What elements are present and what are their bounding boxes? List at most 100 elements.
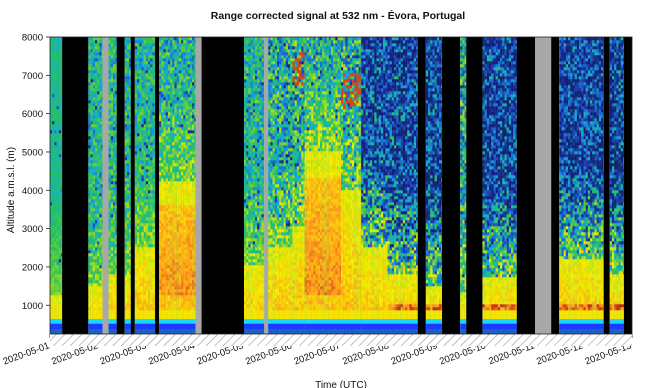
near-surface-band (244, 319, 265, 324)
y-tick-label: 1000 (22, 301, 43, 312)
near-surface-band (387, 319, 418, 324)
near-surface-band (304, 319, 341, 324)
segment-no_data (551, 37, 560, 334)
near-surface-band (425, 319, 443, 324)
y-tick-label: 3000 (22, 224, 43, 235)
segment-data (482, 37, 517, 334)
surface-band (88, 323, 103, 330)
segment-no_data (516, 37, 535, 334)
no-data-block (516, 37, 535, 334)
y-tick-label: 7000 (22, 71, 43, 82)
y-tick-label: 2000 (22, 262, 43, 273)
segment-no_data (603, 37, 610, 334)
gap-block (535, 37, 552, 334)
segment-data (292, 37, 305, 334)
segment-no_data (62, 37, 89, 334)
surface-band (304, 323, 341, 330)
segment-data (88, 37, 103, 334)
gap-block (102, 37, 109, 334)
no-data-block (116, 37, 125, 334)
segment-data (50, 37, 63, 334)
segment-data (268, 37, 293, 334)
segment-data (460, 37, 467, 334)
segment-data (304, 37, 341, 334)
no-data-block (442, 37, 461, 334)
near-surface-band (88, 319, 103, 324)
segment-no_data (417, 37, 426, 334)
surface-band (108, 323, 117, 330)
surface-band (50, 323, 63, 330)
surface-band (159, 323, 196, 330)
y-tick-label: 5000 (22, 147, 43, 158)
x-axis-label: Time (UTC) (315, 380, 367, 388)
segment-data (609, 37, 624, 334)
surface-band (134, 323, 156, 330)
surface-band (387, 323, 418, 330)
segment-data (159, 37, 196, 334)
segment-data (108, 37, 117, 334)
segment-no_data (130, 37, 135, 334)
segment-data (425, 37, 443, 334)
no-data-block (551, 37, 560, 334)
segment-no_data (201, 37, 244, 334)
no-data-block (201, 37, 244, 334)
near-surface-band (482, 319, 517, 324)
surface-band (292, 323, 305, 330)
no-data-block (417, 37, 426, 334)
near-surface-band (108, 319, 117, 324)
segment-data (341, 37, 362, 334)
segment-gap (195, 37, 202, 334)
no-data-block (623, 37, 632, 334)
no-data-block (130, 37, 135, 334)
near-surface-band (50, 319, 63, 324)
near-surface-band (609, 319, 624, 324)
segment-no_data (466, 37, 483, 334)
chart-title: Range corrected signal at 532 nm - Évora… (211, 9, 465, 22)
segment-data (244, 37, 265, 334)
surface-band (425, 323, 443, 330)
segment-data (387, 37, 418, 334)
segment-no_data (116, 37, 125, 334)
near-surface-band (134, 319, 156, 324)
below-range-hatch (50, 334, 632, 346)
segment-gap (102, 37, 109, 334)
y-tick-label: 4000 (22, 186, 43, 197)
y-axis: 1000 2000 3000 4000 5000 6000 7000 8000 (22, 33, 50, 312)
plot-area (50, 37, 632, 334)
surface-band (482, 323, 517, 330)
segment-data (559, 37, 604, 334)
surface-band (609, 323, 624, 330)
near-surface-band (124, 319, 131, 324)
y-axis-label: Altitude a.m.s.l. (m) (6, 147, 17, 233)
surface-band (361, 323, 388, 330)
segment-no_data (442, 37, 461, 334)
plot-frame (49, 36, 633, 335)
y-tick-label: 6000 (22, 109, 43, 120)
segment-gap (264, 37, 269, 334)
surface-band (124, 323, 131, 330)
x-tick-label: 2020-05-01 (2, 340, 51, 367)
surface-band (244, 323, 265, 330)
near-surface-band (159, 319, 196, 324)
near-surface-band (460, 319, 467, 324)
segment-data (134, 37, 156, 334)
near-surface-band (268, 319, 293, 324)
near-surface-band (341, 319, 362, 324)
surface-band (341, 323, 362, 330)
near-surface-band (361, 319, 388, 324)
y-tick-label: 8000 (22, 33, 43, 44)
segment-no_data (623, 37, 632, 334)
segment-gap (535, 37, 552, 334)
no-data-block (155, 37, 160, 334)
no-data-block (603, 37, 610, 334)
surface-band (268, 323, 293, 330)
surface-band (559, 323, 604, 330)
segment-data (361, 37, 388, 334)
segment-data (124, 37, 131, 334)
gap-block (195, 37, 202, 334)
near-surface-band (292, 319, 305, 324)
no-data-block (466, 37, 483, 334)
surface-band (460, 323, 467, 330)
segment-no_data (155, 37, 160, 334)
